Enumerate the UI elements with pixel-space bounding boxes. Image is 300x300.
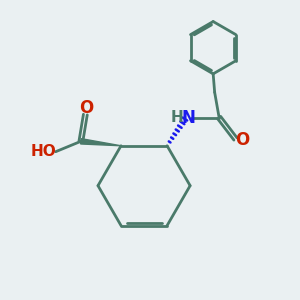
Polygon shape [81,139,121,146]
Text: H: H [170,110,183,125]
Text: HO: HO [30,144,56,159]
Text: O: O [235,131,249,149]
Text: O: O [79,99,93,117]
Text: N: N [182,109,195,127]
